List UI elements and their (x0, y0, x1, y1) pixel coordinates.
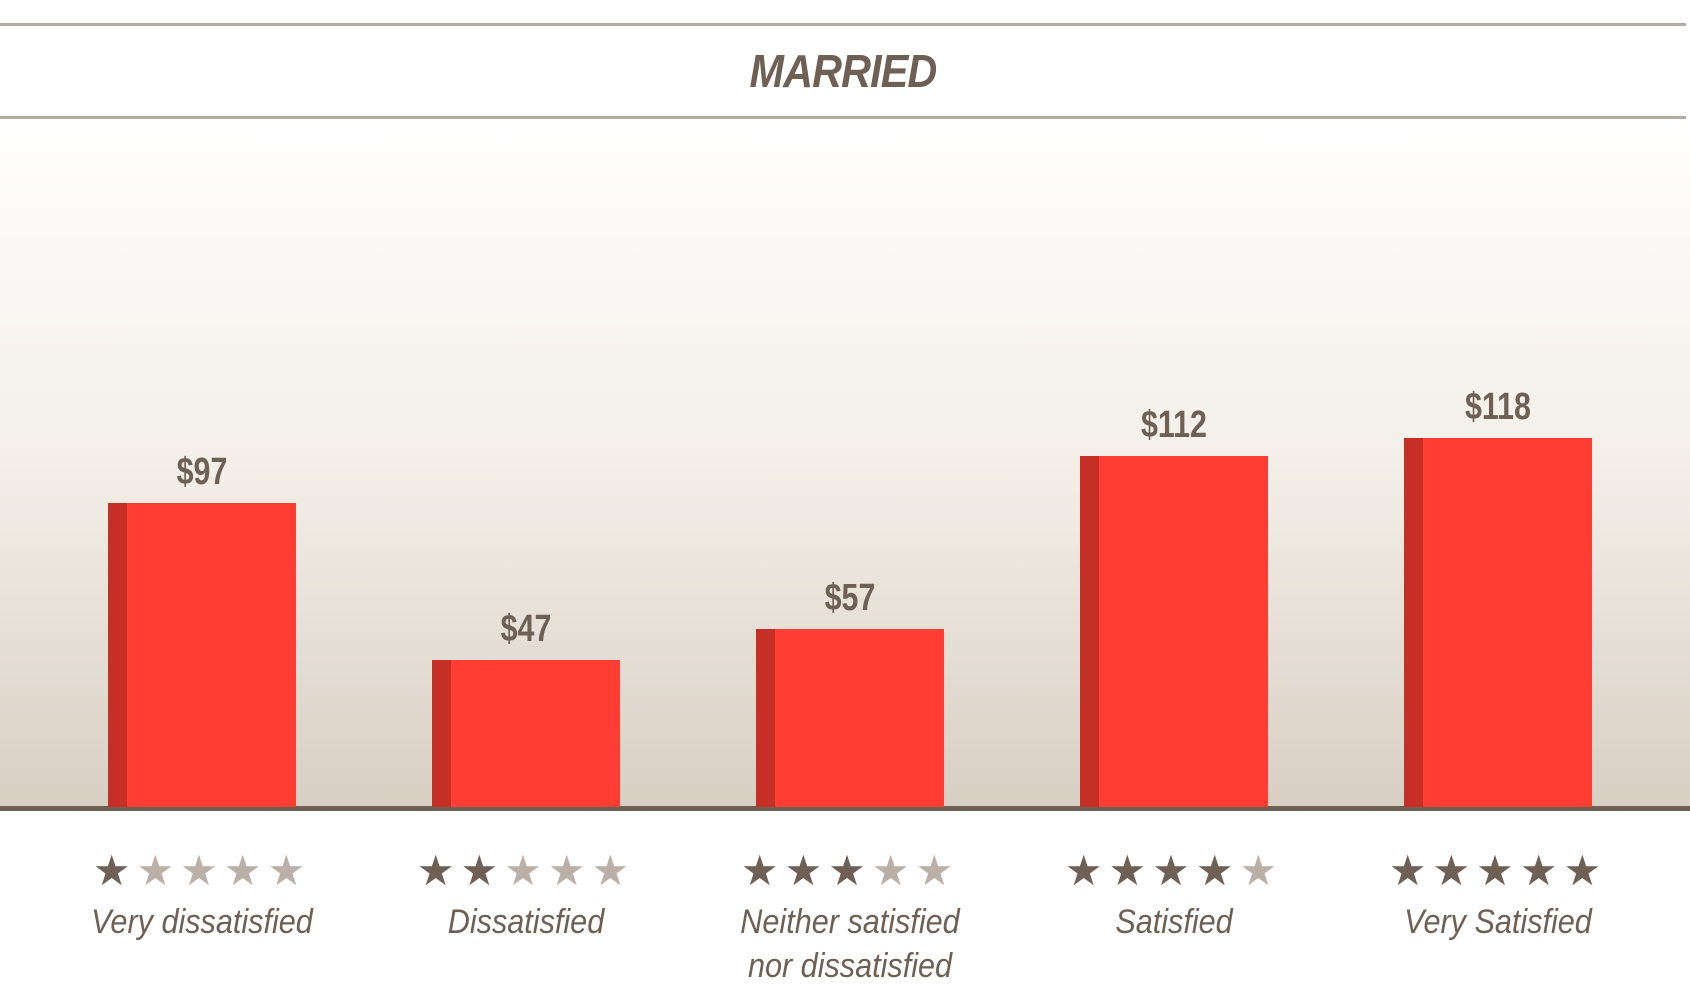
star-icon: ★ (1239, 847, 1284, 894)
top-rule (0, 23, 1686, 26)
data-label: $47 (500, 607, 552, 650)
star-icon: ★ (1432, 847, 1477, 894)
star-icon: ★ (784, 847, 829, 894)
star-rating: ★★★★★ (1044, 846, 1304, 895)
star-rating: ★★★★★ (72, 846, 332, 895)
chart-title: MARRIED (749, 45, 938, 97)
star-icon: ★ (915, 847, 960, 894)
category-label-line: Dissatisfied (447, 903, 605, 941)
bar (432, 659, 620, 807)
star-icon: ★ (460, 847, 505, 894)
star-rating: ★★★★★ (720, 846, 980, 895)
star-icon: ★ (504, 847, 548, 894)
star-icon: ★ (1064, 847, 1109, 894)
category-label-line: nor dissatisfied (747, 947, 953, 985)
star-icon: ★ (740, 847, 785, 894)
star-icon: ★ (1195, 847, 1240, 894)
category-label-line: Very dissatisfied (91, 903, 313, 941)
category-label-line: Neither satisfied (740, 903, 960, 941)
data-label: $97 (176, 451, 228, 494)
star-icon: ★ (416, 847, 461, 894)
star-icon: ★ (871, 847, 916, 894)
x-axis-baseline (0, 806, 1690, 811)
bar (756, 628, 944, 807)
star-icon: ★ (1519, 847, 1564, 894)
bar (1404, 437, 1592, 807)
category-label: Very dissatisfied (58, 900, 346, 944)
category-label: Satisfied (1030, 900, 1318, 944)
star-icon: ★ (1388, 847, 1433, 894)
star-icon: ★ (828, 847, 872, 894)
bar (108, 503, 296, 807)
data-label: $112 (1141, 404, 1207, 447)
star-rating: ★★★★★ (1368, 846, 1628, 895)
data-label: $118 (1465, 385, 1531, 428)
star-icon: ★ (180, 847, 224, 894)
star-icon: ★ (267, 847, 312, 894)
star-icon: ★ (92, 847, 137, 894)
star-icon: ★ (136, 847, 181, 894)
star-icon: ★ (547, 847, 592, 894)
category-label: Dissatisfied (382, 900, 670, 944)
category-label: Very Satisfied (1354, 900, 1642, 944)
star-icon: ★ (1108, 847, 1153, 894)
star-icon: ★ (591, 847, 636, 894)
star-icon: ★ (1152, 847, 1196, 894)
category-label-line: Very Satisfied (1404, 903, 1592, 941)
star-icon: ★ (1476, 847, 1520, 894)
category-label: Neither satisfied nor dissatisfied (706, 900, 994, 988)
bar (1080, 456, 1268, 807)
data-label: $57 (824, 576, 876, 619)
title-rule (0, 116, 1686, 119)
star-icon: ★ (1563, 847, 1608, 894)
star-icon: ★ (223, 847, 268, 894)
star-rating: ★★★★★ (396, 846, 656, 895)
category-label-line: Satisfied (1115, 903, 1233, 941)
